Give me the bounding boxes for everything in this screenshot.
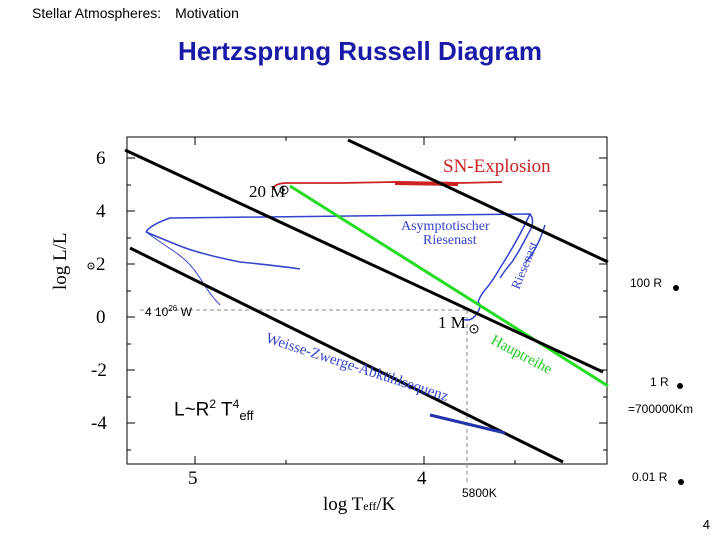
x-axis-log: log T (323, 494, 364, 515)
y-axis-label: log L/L (50, 232, 71, 290)
planetary-nebula-track (145, 231, 221, 306)
giant-branch-track (499, 213, 546, 279)
sun-symbol-icon (469, 324, 479, 334)
x-tick-label: 5 (188, 468, 198, 489)
main-sequence-label: Hauptreihe (488, 332, 555, 378)
sn-track (272, 181, 503, 191)
lum-value: 4 10 (145, 305, 169, 319)
agb-label: Asymptotischer (401, 219, 490, 234)
bullet-dot-icon (673, 285, 679, 291)
mass-20-label: 20 M (249, 182, 286, 201)
formula-exp: 4 (232, 397, 240, 411)
header-section: Stellar Atmospheres: (32, 5, 162, 21)
radius-100-annotation: 100 R (630, 276, 663, 290)
white-dwarf-line (429, 413, 506, 435)
x-axis-label: log Teff/K (323, 494, 395, 516)
formula-part: T (216, 399, 233, 421)
sun-symbol-icon (279, 185, 289, 195)
x-axis-unit: /K (376, 494, 396, 515)
solar-radius-km: =700000Km (628, 402, 694, 416)
lum-exponent: 26 (168, 304, 178, 313)
mass-1-label: 1 M (438, 313, 466, 332)
bullet-dot-icon (677, 383, 683, 389)
y-tick-label: -4 (91, 413, 107, 434)
sn-explosion-label: SN-Explosion (443, 156, 551, 177)
header-topic: Motivation (175, 5, 239, 21)
page-number: 4 (702, 517, 710, 532)
page-title: Hertzsprung Russell Diagram (177, 36, 543, 66)
radius-001-line (129, 246, 564, 464)
formula-sub: eff (239, 408, 254, 424)
sun-symbol-icon (87, 262, 95, 270)
agb-label-2: Riesenast (423, 233, 477, 248)
radius-1-annotation: 1 R (650, 375, 669, 389)
formula-part: L~R (174, 399, 210, 421)
y-tick-label: 0 (96, 307, 106, 328)
main-sequence-line (289, 184, 609, 388)
plot-frame (126, 136, 608, 465)
y-tick-label: 2 (96, 254, 106, 275)
x-tick-label: 4 (417, 468, 427, 489)
stefan-boltzmann-formula: L~R2 T4eff (174, 397, 254, 423)
solar-luminosity-annotation: 4 1026 W (145, 304, 192, 319)
x-axis-sub: eff (363, 499, 377, 513)
solar-temperature-annotation: 5800K (462, 486, 497, 500)
sn-track-thick (394, 181, 459, 186)
slide-header: Stellar Atmospheres: Motivation (32, 5, 249, 21)
y-tick-label: -2 (91, 360, 107, 381)
radius-100-line (347, 138, 609, 264)
y-tick-marks (127, 157, 607, 451)
post-agb-track (145, 231, 301, 270)
radius-1-line (124, 148, 604, 374)
x-tick-marks (194, 137, 516, 464)
agb-track (145, 213, 532, 303)
y-tick-label: 6 (96, 148, 106, 169)
bullet-dot-icon (678, 479, 684, 485)
y-tick-label: 4 (96, 201, 106, 222)
lum-unit: W (180, 305, 192, 319)
formula-exp: 2 (209, 397, 217, 411)
white-dwarf-label: Weisse-Zwerge-Abkühlsequenz (264, 331, 451, 405)
radius-001-annotation: 0.01 R (632, 470, 668, 484)
